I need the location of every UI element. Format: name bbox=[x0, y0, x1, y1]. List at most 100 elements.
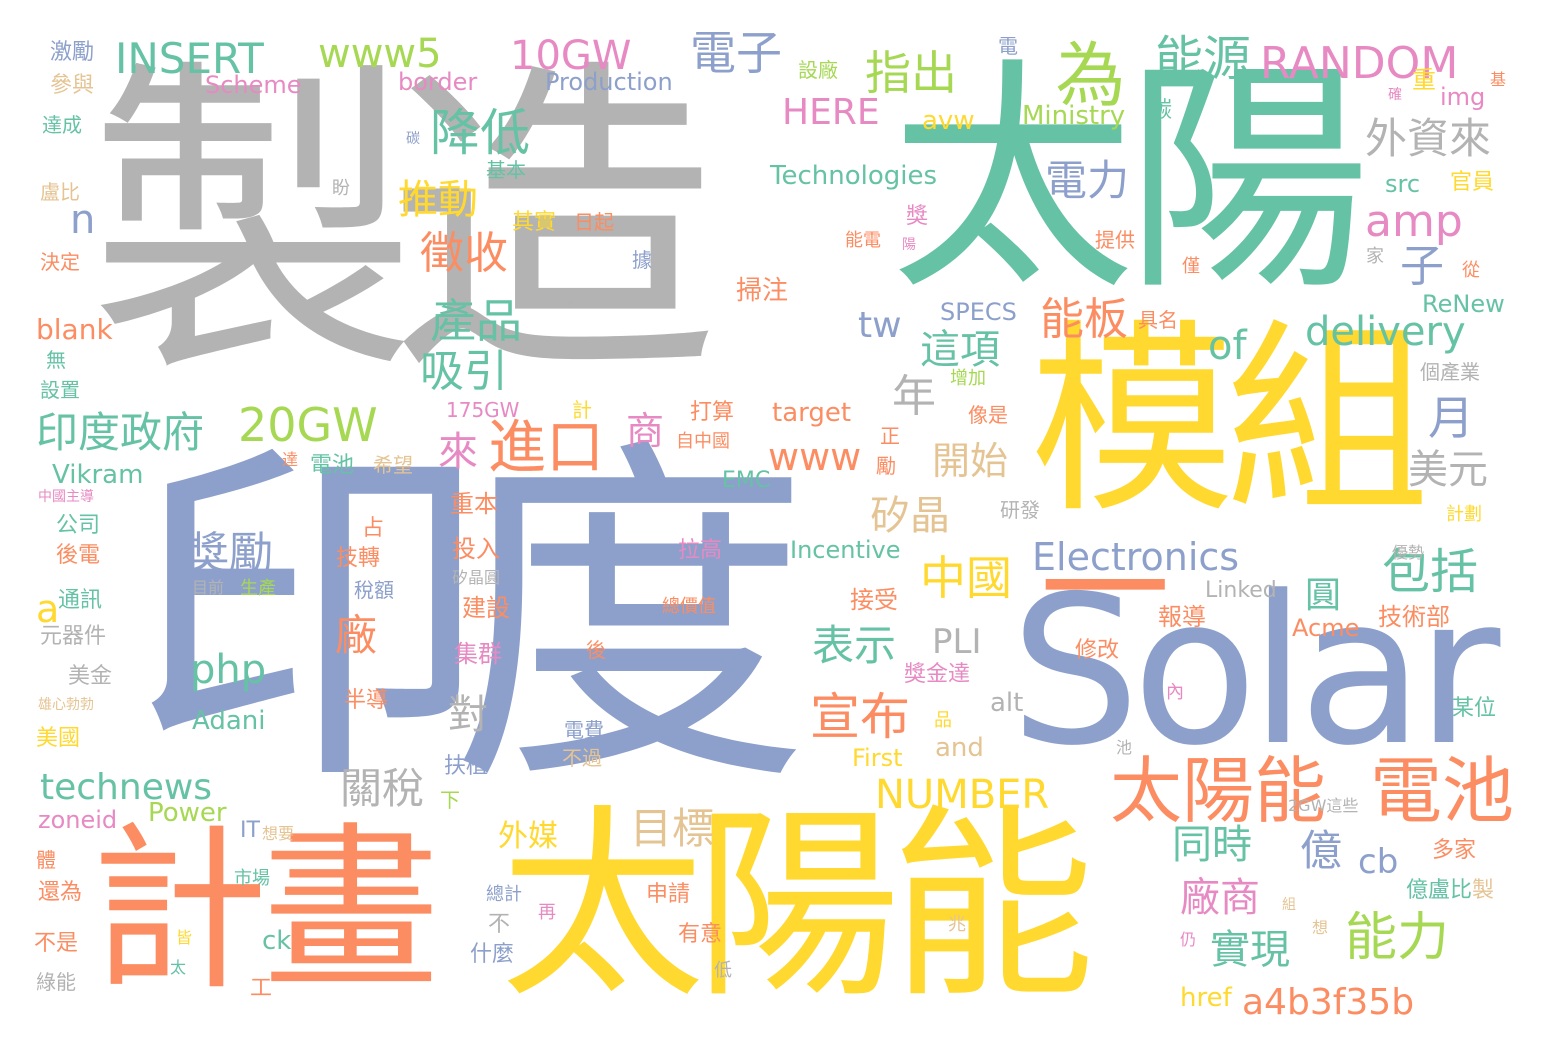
word: 碳 bbox=[406, 131, 420, 147]
word: 重 bbox=[1412, 66, 1436, 94]
word: 接受 bbox=[850, 586, 898, 614]
word: 太陽 bbox=[890, 38, 1370, 323]
word: 自中國 bbox=[676, 431, 730, 452]
word: 印度政府 bbox=[36, 408, 205, 457]
word: 矽晶圓 bbox=[452, 568, 501, 587]
word: 包括 bbox=[1382, 544, 1479, 600]
word: 確 bbox=[1388, 87, 1402, 103]
word: HERE bbox=[782, 92, 880, 133]
word: 參與 bbox=[50, 73, 95, 98]
word: SPECS bbox=[940, 298, 1017, 326]
word: 印度 bbox=[130, 410, 810, 829]
word: a bbox=[36, 587, 60, 631]
word: and bbox=[935, 733, 984, 763]
word: 報導 bbox=[1158, 603, 1206, 631]
word: Adani bbox=[192, 706, 266, 736]
word: 某位 bbox=[1452, 696, 1497, 721]
word: 電 bbox=[998, 34, 1018, 58]
word: Ministry bbox=[1022, 101, 1126, 131]
word: 提供 bbox=[1095, 228, 1135, 252]
word: 一 bbox=[1040, 514, 1171, 666]
word: 吸引 bbox=[420, 346, 508, 397]
word: 能源 bbox=[1155, 31, 1252, 87]
word: 其實 bbox=[512, 210, 557, 235]
word: 進口 bbox=[488, 413, 605, 481]
word: 億 bbox=[1300, 826, 1343, 875]
word: NUMBER bbox=[875, 772, 1050, 818]
word: EMC bbox=[722, 468, 771, 493]
word: 優勢 bbox=[1392, 543, 1425, 562]
word: 太陽能 bbox=[1110, 749, 1327, 833]
word: 電費 bbox=[564, 718, 604, 742]
word: 基 bbox=[1490, 70, 1507, 89]
word: 盼 bbox=[332, 178, 350, 199]
word: 對 bbox=[448, 692, 488, 738]
word: Scheme bbox=[205, 71, 302, 99]
word: avw bbox=[922, 106, 975, 136]
word: 打算 bbox=[690, 400, 735, 425]
word: 億盧比 bbox=[1406, 878, 1473, 903]
word: 碳 bbox=[1150, 98, 1173, 123]
word: 像是 bbox=[968, 403, 1008, 427]
word: ReNew bbox=[1422, 290, 1505, 318]
word: delivery bbox=[1305, 309, 1466, 355]
word: 表示 bbox=[812, 621, 897, 670]
word: www bbox=[768, 435, 862, 479]
word: 不是 bbox=[34, 931, 79, 956]
word: 集群 bbox=[454, 640, 502, 668]
word: 生產 bbox=[240, 578, 276, 599]
word: 盧比 bbox=[40, 180, 80, 204]
word: INSERT bbox=[115, 34, 264, 83]
word: 美國 bbox=[36, 726, 81, 751]
word: a4b3f35b bbox=[1242, 982, 1415, 1023]
word: 決定 bbox=[40, 250, 80, 274]
word: 中國主導 bbox=[38, 489, 94, 505]
word: 電力 bbox=[1045, 156, 1130, 205]
word: 設置 bbox=[40, 378, 80, 402]
word: 市場 bbox=[234, 868, 270, 889]
word: src bbox=[1385, 170, 1421, 198]
word: 關稅 bbox=[340, 764, 425, 813]
word: 研發 bbox=[1000, 498, 1040, 522]
word: 體 bbox=[36, 848, 56, 872]
word: 無 bbox=[46, 348, 66, 372]
word: 總價值 bbox=[662, 596, 716, 617]
word: 20GW bbox=[238, 398, 378, 452]
word: 外媒 bbox=[498, 819, 558, 854]
word: tw bbox=[858, 305, 902, 346]
word: 175GW bbox=[446, 398, 520, 422]
word: 降低 bbox=[430, 104, 530, 162]
word: 扶植 bbox=[444, 754, 489, 779]
word: 稅額 bbox=[354, 578, 394, 602]
word: 低 bbox=[714, 960, 732, 981]
word: 太 bbox=[170, 958, 187, 977]
word: Production bbox=[545, 68, 673, 96]
word: border bbox=[398, 68, 478, 96]
word: 來 bbox=[438, 429, 478, 475]
word: 想要 bbox=[262, 824, 295, 843]
word: 仍 bbox=[1180, 930, 1197, 949]
word: www5 bbox=[318, 31, 442, 77]
word: 個產業 bbox=[1420, 360, 1480, 384]
word: 能板 bbox=[1040, 294, 1128, 345]
word: 後電 bbox=[56, 543, 101, 568]
word: 元器件 bbox=[40, 624, 107, 649]
word: 目標 bbox=[630, 804, 715, 853]
word: 投入 bbox=[452, 535, 500, 563]
word: 下 bbox=[440, 788, 460, 812]
word: 占 bbox=[362, 516, 385, 541]
word: 官員 bbox=[1450, 170, 1495, 195]
word: 製 bbox=[1472, 878, 1495, 903]
word: 指出 bbox=[865, 46, 957, 100]
word: 圓 bbox=[1305, 575, 1342, 616]
word: 內 bbox=[1166, 682, 1184, 703]
word: Technologies bbox=[770, 161, 938, 191]
word: 2GW這些 bbox=[1288, 796, 1359, 815]
word: 皆 bbox=[176, 928, 193, 947]
word: 能力 bbox=[1345, 908, 1450, 968]
word: First bbox=[852, 744, 903, 772]
word: ck bbox=[262, 926, 292, 956]
word: 還為 bbox=[38, 880, 83, 905]
word: 據 bbox=[632, 248, 652, 272]
